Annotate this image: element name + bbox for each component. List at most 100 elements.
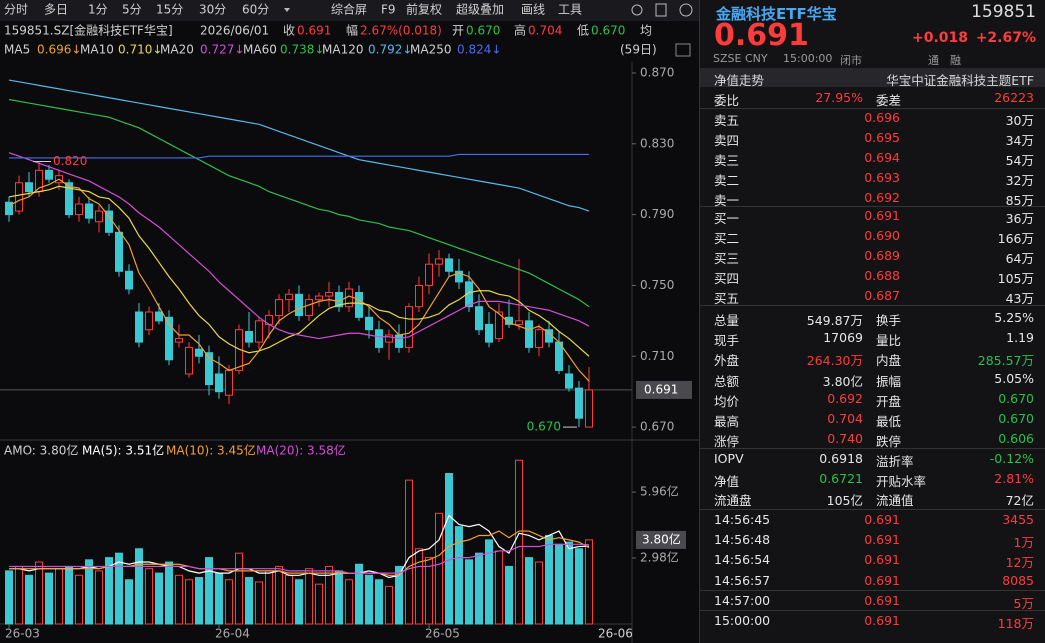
vol-bar [65, 565, 73, 625]
book-label: 买二 [714, 231, 740, 246]
vol-bar [285, 574, 293, 625]
book-label: 买五 [714, 291, 740, 306]
candle-body [245, 330, 253, 343]
min-label: 0.670 [527, 420, 561, 434]
amo-legend: AMO: 3.80亿 [4, 443, 78, 458]
book-volume: 105万 [997, 271, 1034, 286]
candle-body [115, 231, 123, 272]
toolbar-item[interactable]: 1分 [88, 3, 108, 17]
vol-ma-legend: MA(5): 3.51亿 [82, 443, 164, 458]
copy-icon[interactable] [655, 3, 667, 17]
trade-time: 15:00:00 [714, 613, 771, 628]
vol-bar [425, 557, 433, 625]
trade-price: 0.691 [864, 592, 900, 608]
ma-legend-value: 0.727↓ [200, 43, 244, 57]
last-price-tag [636, 380, 692, 399]
vol-bar [585, 539, 593, 625]
vol-y-tick-label: 2.98亿 [640, 550, 679, 565]
vol-bar [85, 559, 93, 625]
book-price: 0.696 [864, 110, 900, 125]
trade-time: 14:56:54 [714, 552, 771, 568]
candle-body [85, 203, 93, 219]
vol-bar [185, 579, 193, 625]
vol-bar [485, 539, 493, 625]
book-volume: 43万 [1005, 291, 1034, 306]
candle-body [405, 306, 413, 348]
row-value1: 105亿 [826, 493, 863, 508]
candle-body [585, 389, 593, 428]
dropdown-icon[interactable] [284, 8, 290, 12]
vol-bar [245, 577, 253, 625]
toolbar-item[interactable]: 前复权 [406, 2, 442, 17]
candle-body [205, 352, 213, 386]
vol-bar [405, 479, 413, 625]
row-value1: 3.80亿 [822, 373, 863, 389]
vol-bar [435, 512, 443, 625]
toolbar-item[interactable]: 5分 [122, 3, 142, 17]
candle-body [425, 263, 433, 286]
row-sep [700, 108, 1045, 109]
vol-bar [215, 572, 223, 625]
ma-line [8, 98, 590, 308]
vol-ma-line [9, 543, 590, 574]
candle-body [415, 284, 423, 308]
toolbar-item[interactable]: 分时 [4, 3, 28, 17]
chart-area: 159851.SZ[金融科技ETF华宝] 2026/06/01 收 0.691 … [0, 0, 699, 643]
toolbar-item[interactable]: 多日 [44, 3, 68, 17]
change: 2.67%(0.018) [360, 24, 442, 38]
candle-body [395, 334, 403, 348]
y-tick-label: 0.710 [640, 349, 674, 363]
toolbar-item[interactable]: 15分 [156, 3, 183, 17]
row-value1: 0.6721 [819, 470, 863, 486]
vol-bar [525, 557, 533, 625]
toolbar-item[interactable]: 超级叠加 [456, 2, 504, 17]
candle-body [365, 316, 373, 331]
ma-legend-name: MA10 [80, 43, 114, 57]
ma-legend-value: 0.792↓ [368, 43, 412, 57]
ma-legend-name: MA5 [4, 43, 30, 57]
toolbar-item[interactable]: 工具 [558, 3, 582, 17]
y-tick-label: 0.750 [640, 278, 674, 292]
vol-bar [105, 557, 113, 625]
book-price: 0.694 [864, 150, 900, 165]
candle-body [275, 299, 283, 317]
toolbar-item[interactable]: 画线 [521, 3, 545, 17]
ma-legend-value: 0.696↓ [37, 43, 81, 57]
quote-tag: 通 [928, 54, 939, 67]
y-tick-label: 0.830 [640, 136, 674, 150]
settings-icon[interactable] [631, 4, 643, 16]
zoom-icon[interactable] [675, 43, 691, 57]
vol-bar [555, 543, 563, 625]
candle-body [435, 258, 443, 265]
toolbar-item[interactable]: 30分 [199, 3, 226, 17]
candle-body [355, 292, 363, 318]
toolbar-item[interactable]: 60分 [242, 3, 269, 17]
row-sep [700, 448, 1045, 449]
vol-bar [445, 472, 453, 625]
help-icon[interactable] [679, 3, 693, 17]
nav-fund: 华宝中证金融科技主题ETF [886, 73, 1034, 88]
candle-body [185, 346, 193, 375]
candle-body [25, 182, 33, 193]
candle-body [575, 387, 583, 419]
y-tick-label: 0.670 [640, 420, 674, 434]
book-label: 卖五 [714, 113, 740, 128]
book-price: 0.688 [864, 268, 900, 283]
vol-bar [135, 548, 143, 625]
trade-price: 0.691 [864, 512, 900, 527]
trade-time: 14:56:48 [714, 532, 771, 548]
trade-volume: 118万 [997, 616, 1034, 631]
vol-bar [375, 579, 383, 625]
row-label1: 总量 [714, 313, 740, 328]
toolbar-item[interactable]: F9 [381, 3, 396, 17]
avg-label: 均 [640, 24, 652, 38]
vol-bar [225, 579, 233, 625]
vol-bar [395, 565, 403, 625]
ma-legend-name: MA20 [160, 43, 194, 57]
book-price: 0.691 [864, 208, 900, 223]
row-sep [700, 509, 1045, 510]
low: 0.670 [591, 24, 625, 38]
row-value2: 72亿 [1005, 493, 1034, 508]
toolbar-item[interactable]: 综合屏 [331, 2, 367, 17]
candle-body [445, 258, 453, 272]
